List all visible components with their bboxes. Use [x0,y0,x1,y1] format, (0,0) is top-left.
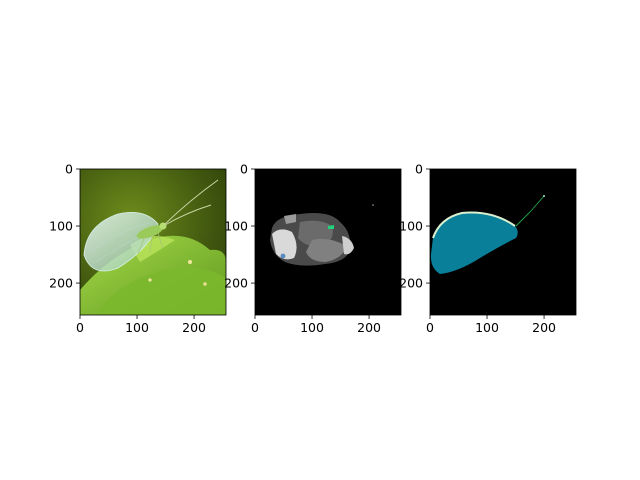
axes-frame [79,168,227,316]
x-tick-label: 0 [76,320,84,335]
x-tick-label: 200 [532,320,556,335]
x-tick-label: 0 [426,320,434,335]
mask-region [430,195,545,274]
axes-frame [254,168,402,316]
panel-segmentation: 0 100 200 0 100 200 [224,162,402,336]
x-tick-label: 100 [125,320,149,335]
y-tick-label: 100 [399,219,423,234]
y-tick-label: 200 [224,276,248,291]
panel-original: 0 100 200 0 100 200 [49,162,227,336]
ticks-panel-original: 0 100 200 0 100 200 [49,162,206,336]
y-tick-label: 0 [240,162,248,177]
segmentation-regions [270,204,374,266]
lacewing-photo [80,169,226,315]
x-tick-label: 0 [251,320,259,335]
x-tick-label: 200 [357,320,381,335]
axes-frame [429,168,577,316]
ticks-panel-mask: 0 100 200 0 100 200 [399,162,556,336]
panel-mask: 0 100 200 0 100 200 [399,162,577,336]
y-tick-label: 0 [65,162,73,177]
x-tick-label: 200 [182,320,206,335]
y-tick-label: 100 [49,219,73,234]
x-tick-label: 100 [300,320,324,335]
ticks-panel-segmentation: 0 100 200 0 100 200 [224,162,381,336]
x-tick-label: 100 [475,320,499,335]
y-tick-label: 200 [399,276,423,291]
y-tick-label: 100 [224,219,248,234]
y-tick-label: 0 [415,162,423,177]
y-tick-label: 200 [49,276,73,291]
